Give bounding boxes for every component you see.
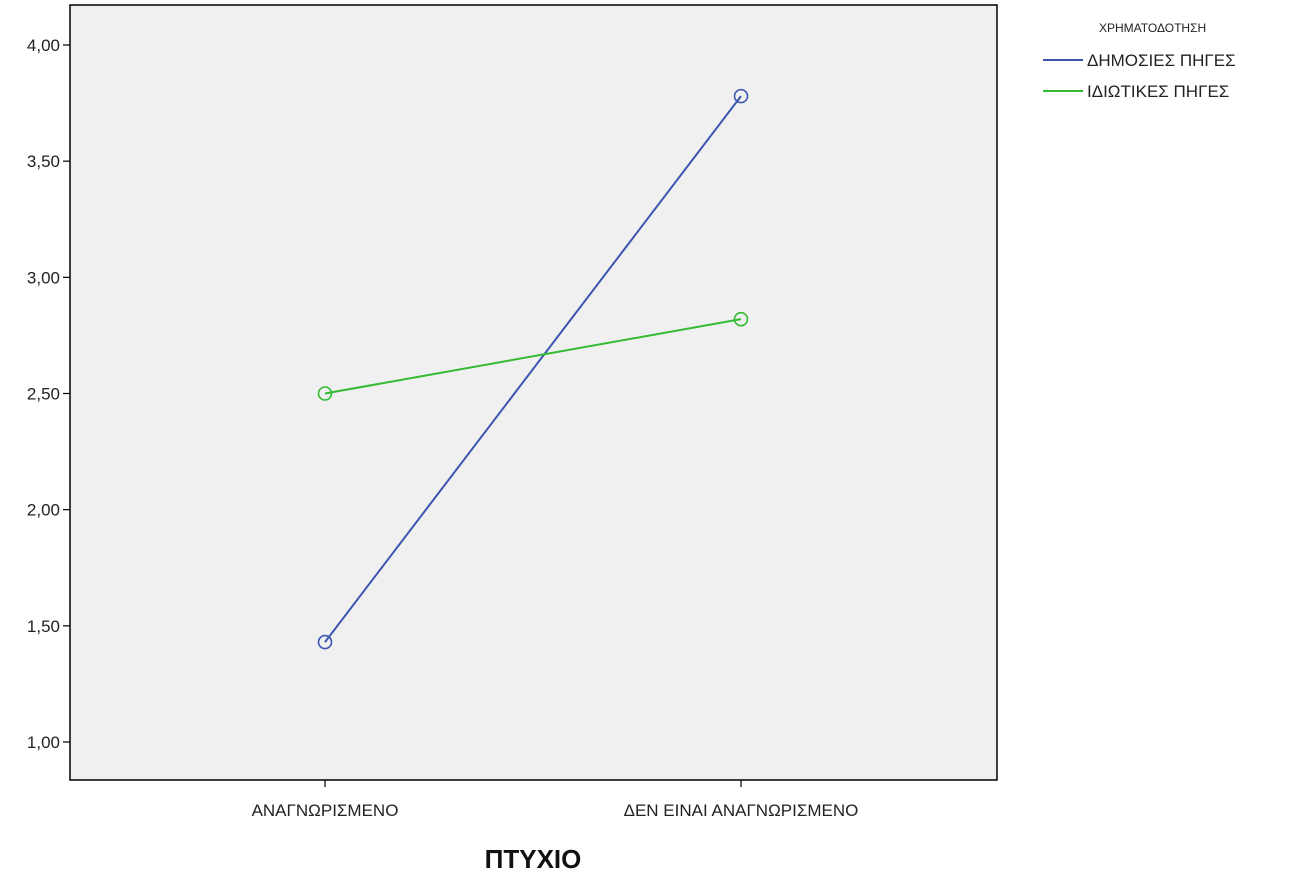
legend-title: ΧΡΗΜΑΤΟΔΟΤΗΣΗ [1099,21,1206,35]
plot-area [69,4,998,781]
series-layer [317,88,749,650]
y-tick-label: 2,50 [27,385,60,404]
legend-label: ΙΔΙΩΤΙΚΕΣ ΠΗΓΕΣ [1087,82,1229,101]
data-point [317,634,333,650]
x-tick-label: ΑΝΑΓΝΩΡΙΣΜΕΝΟ [252,801,399,820]
data-point [733,88,749,104]
y-tick-label: 2,00 [27,501,60,520]
y-tick-label: 3,00 [27,268,60,287]
x-axis-title: ΠΤΥΧΙΟ [485,844,582,874]
series-line [324,318,742,395]
y-tick-label: 1,50 [27,617,60,636]
data-point [317,386,333,401]
y-tick-label: 4,00 [27,36,60,55]
y-axis: 1,00 1,50 2,00 2,50 3,00 3,50 4,00 [27,36,70,752]
x-axis: ΑΝΑΓΝΩΡΙΣΜΕΝΟ ΔΕΝ ΕΙΝΑΙ ΑΝΑΓΝΩΡΙΣΜΕΝΟ [252,780,859,820]
legend: ΧΡΗΜΑΤΟΔΟΤΗΣΗ ΔΗΜΟΣΙΕΣ ΠΗΓΕΣ ΙΔΙΩΤΙΚΕΣ ΠΗ… [1043,21,1236,101]
series-line [324,95,742,643]
y-tick-label: 3,50 [27,152,60,171]
data-point [733,311,749,327]
x-tick-label: ΔΕΝ ΕΙΝΑΙ ΑΝΑΓΝΩΡΙΣΜΕΝΟ [624,801,859,820]
y-tick-label: 1,00 [27,733,60,752]
legend-label: ΔΗΜΟΣΙΕΣ ΠΗΓΕΣ [1087,51,1236,70]
